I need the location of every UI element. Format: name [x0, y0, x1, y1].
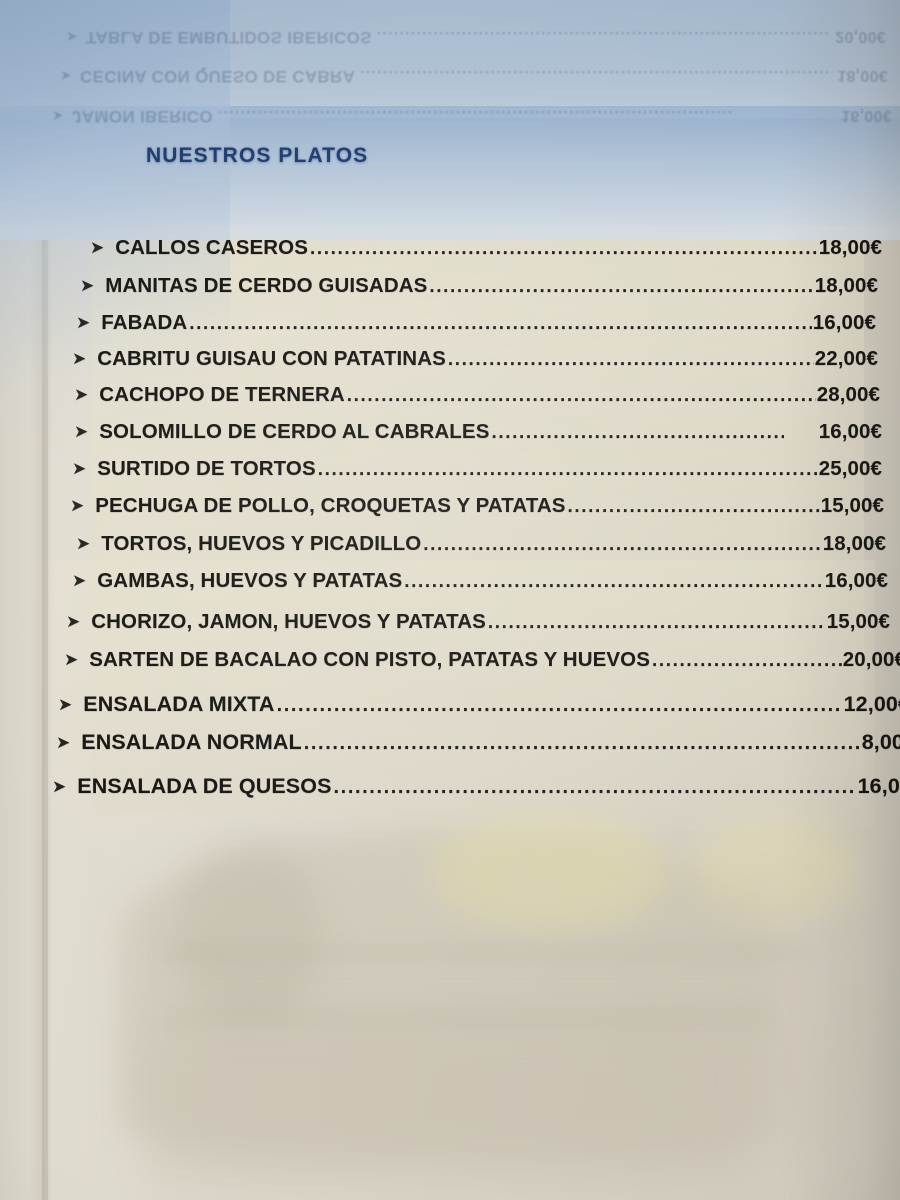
menu-item-row: ➤ FABADA.................................…	[76, 311, 876, 335]
leader-dots: ........................................…	[404, 571, 824, 592]
leader-dots: ........................................…	[333, 776, 857, 798]
arrow-bullet-icon: ➤	[66, 612, 81, 631]
arrow-bullet-icon: ➤	[72, 571, 87, 590]
menu-item-price: 28,00€	[816, 383, 880, 406]
menu-item-row: ➤ ENSALADA MIXTA.........................…	[58, 692, 900, 717]
menu-item-name: SOLOMILLO DE CERDO AL CABRALES	[99, 420, 490, 443]
leader-dots: ........................................…	[189, 313, 812, 334]
menu-item-row: ➤ CABRITU GUISAU CON PATATINAS...........…	[72, 347, 878, 371]
menu-item-name: SARTEN DE BACALAO CON PISTO, PATATAS Y H…	[89, 648, 650, 671]
menu-item-name: TORTOS, HUEVOS Y PICADILLO	[101, 532, 422, 555]
menu-item-price: 12,00€	[843, 692, 900, 716]
menu-item-name: GAMBAS, HUEVOS Y PATATAS	[97, 569, 403, 592]
leader-dots: ........................................…	[423, 534, 822, 555]
menu-item-row: ➤ SURTIDO DE TORTOS......................…	[72, 457, 882, 481]
menu-item-row: ➤ CACHOPO DE TERNERA.....................…	[74, 383, 880, 407]
menu-item-price: 16,00€	[812, 311, 876, 334]
leader-dots: ........................................…	[447, 349, 814, 370]
menu-item-row: ➤ PECHUGA DE POLLO, CROQUETAS Y PATATAS..…	[70, 494, 884, 518]
menu-item-price: 8,00€	[861, 730, 900, 754]
menu-item-price: 15,00€	[820, 494, 884, 517]
leader-dots: ........................................…	[429, 276, 814, 297]
arrow-bullet-icon: ➤	[90, 238, 105, 257]
arrow-bullet-icon: ➤	[74, 422, 89, 441]
menu-item-name: PECHUGA DE POLLO, CROQUETAS Y PATATAS	[95, 494, 566, 517]
menu-item-price: 18,00€	[822, 532, 886, 555]
arrow-bullet-icon: ➤	[70, 496, 85, 515]
leader-dots: ........................................…	[276, 694, 843, 716]
menu-item-row: ➤ CALLOS CASEROS.........................…	[90, 236, 882, 260]
arrow-bullet-icon: ➤	[76, 313, 91, 332]
arrow-bullet-icon: ➤	[76, 534, 91, 553]
menu-item-price: 20,00€	[842, 648, 900, 671]
menu-item-name: MANITAS DE CERDO GUISADAS	[105, 274, 428, 297]
menu-item-name: ENSALADA NORMAL	[81, 730, 302, 754]
menu-item-row: ➤ ENSALADA DE QUESOS.....................…	[52, 774, 900, 799]
menu-item-name: FABADA	[101, 311, 188, 334]
menu-item-price: 16,00€	[818, 420, 882, 443]
arrow-bullet-icon: ➤	[74, 385, 89, 404]
menu-item-row: ➤ MANITAS DE CERDO GUISADAS..............…	[80, 274, 878, 298]
menu-item-price: 16,00€	[857, 774, 900, 798]
menu-item-price: 18,00€	[818, 236, 882, 259]
leader-dots: ........................................…	[491, 422, 784, 443]
arrow-bullet-icon: ➤	[56, 733, 71, 752]
leader-dots: ........................................…	[303, 732, 861, 754]
menu-item-name: CALLOS CASEROS	[115, 236, 308, 259]
menu-item-name: ENSALADA MIXTA	[83, 692, 275, 716]
arrow-bullet-icon: ➤	[52, 777, 67, 796]
menu-item-name: SURTIDO DE TORTOS	[97, 457, 316, 480]
menu-item-name: CHORIZO, JAMON, HUEVOS Y PATATAS	[91, 610, 486, 633]
arrow-bullet-icon: ➤	[64, 650, 79, 669]
menu-item-price: 16,00€	[824, 569, 888, 592]
arrow-bullet-icon: ➤	[58, 695, 73, 714]
leader-dots: ........................................…	[567, 496, 820, 517]
menu-item-row: ➤ GAMBAS, HUEVOS Y PATATAS...............…	[72, 569, 888, 593]
leader-dots: ........................................…	[487, 612, 826, 633]
leader-dots: ........................................…	[651, 650, 842, 671]
menu-item-row: ➤ SARTEN DE BACALAO CON PISTO, PATATAS Y …	[64, 648, 900, 672]
menu-item-row: ➤ TORTOS, HUEVOS Y PICADILLO.............…	[76, 532, 886, 556]
menu-item-name: CACHOPO DE TERNERA	[99, 383, 345, 406]
menu-item-row: ➤ SOLOMILLO DE CERDO AL CABRALES.........…	[74, 420, 882, 444]
menu-item-price: 22,00€	[814, 347, 878, 370]
leader-dots: ........................................…	[310, 238, 818, 259]
arrow-bullet-icon: ➤	[72, 459, 87, 478]
menu-item-name: CABRITU GUISAU CON PATATINAS	[97, 347, 446, 370]
menu-item-row: ➤ ENSALADA NORMAL........................…	[56, 730, 900, 755]
menu-item-price: 18,00€	[814, 274, 878, 297]
menu-item-price: 15,00€	[826, 610, 890, 633]
arrow-bullet-icon: ➤	[80, 276, 95, 295]
leader-dots: ........................................…	[346, 385, 816, 406]
arrow-bullet-icon: ➤	[72, 349, 87, 368]
leader-dots: ........................................…	[317, 459, 818, 480]
menu-item-row: ➤ CHORIZO, JAMON, HUEVOS Y PATATAS.......…	[66, 610, 890, 634]
menu-item-price: 25,00€	[818, 457, 882, 480]
menu-item-name: ENSALADA DE QUESOS	[77, 774, 332, 798]
